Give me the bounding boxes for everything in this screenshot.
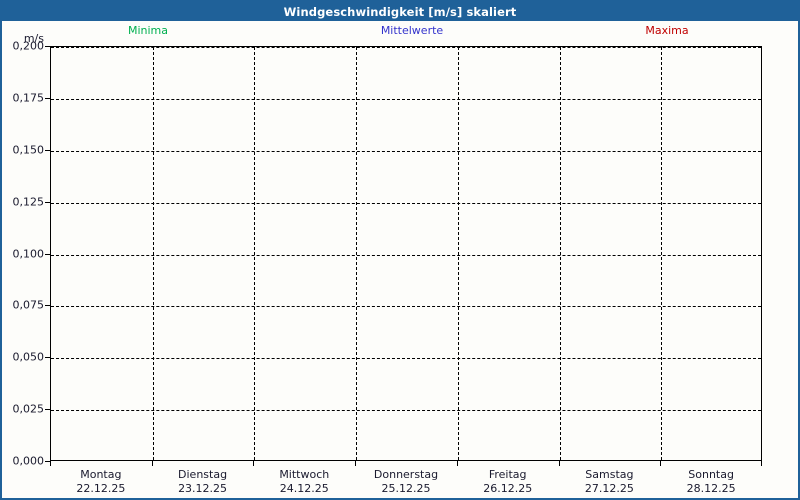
y-axis-tick-label: 0,050 bbox=[12, 350, 45, 364]
x-axis-day-name: Dienstag bbox=[178, 468, 228, 481]
y-axis-tick-mark bbox=[45, 201, 50, 203]
gridline-horizontal bbox=[51, 202, 761, 204]
x-axis-tick-mark bbox=[456, 461, 458, 466]
y-axis-tick-label: 0,100 bbox=[12, 247, 45, 260]
x-axis-tick-mark bbox=[355, 461, 357, 466]
y-axis: m/s 0,000 0,025 0,050 0,075 0,100 0,125 0,150 0… bbox=[2, 32, 50, 468]
x-axis-tick-mark bbox=[253, 461, 255, 466]
gridline-vertical bbox=[152, 47, 154, 460]
x-axis-date: 27.12.25 bbox=[584, 482, 634, 495]
x-axis-date: 25.12.25 bbox=[381, 482, 431, 495]
y-axis-tick-label: 0,075 bbox=[12, 298, 45, 312]
legend-label-minima: Minima bbox=[127, 24, 169, 37]
legend-item-minima: Minima bbox=[88, 24, 208, 37]
x-axis-tick-mark bbox=[151, 461, 153, 466]
x-axis-tick-mark bbox=[660, 461, 662, 466]
y-axis-tick-mark bbox=[45, 149, 50, 151]
x-axis-tick-mark bbox=[50, 461, 51, 466]
y-axis-tick-label: 0,025 bbox=[12, 402, 45, 416]
window-title-bar: Windgeschwindigkeit [m/s] skaliert bbox=[2, 2, 798, 21]
x-axis-tick-mark bbox=[761, 461, 762, 466]
y-axis-tick-mark bbox=[45, 46, 50, 47]
gridline-horizontal bbox=[51, 358, 761, 360]
gridline-vertical bbox=[356, 47, 358, 460]
y-axis-tick-label: 0,200 bbox=[12, 39, 45, 53]
gridline-horizontal bbox=[51, 98, 761, 100]
y-axis-tick-mark bbox=[45, 253, 50, 255]
gridline-vertical bbox=[661, 47, 663, 460]
plot-area bbox=[50, 46, 762, 461]
x-axis-day-name: Montag bbox=[80, 468, 122, 481]
chart-legend: Minima Mittelwerte Maxima bbox=[2, 24, 798, 40]
x-axis-date: 22.12.25 bbox=[76, 482, 126, 495]
gridline-vertical bbox=[559, 47, 561, 460]
x-axis-day-name: Mittwoch bbox=[279, 468, 330, 481]
x-axis-tick-mark bbox=[558, 461, 560, 466]
x-axis-label: Samstag 27.12.25 bbox=[559, 468, 661, 496]
x-axis-label: Mittwoch 24.12.25 bbox=[253, 468, 355, 496]
x-axis-day-name: Sonntag bbox=[688, 468, 734, 481]
gridline-vertical bbox=[254, 47, 256, 460]
legend-label-mittelwerte: Mittelwerte bbox=[380, 24, 444, 37]
x-axis-date: 28.12.25 bbox=[686, 482, 736, 495]
y-axis-tick-mark bbox=[45, 305, 50, 307]
gridline-horizontal bbox=[51, 254, 761, 256]
y-axis-tick-label: 0,175 bbox=[12, 91, 45, 105]
legend-item-mittelwerte: Mittelwerte bbox=[342, 24, 482, 37]
gridline-horizontal bbox=[51, 306, 761, 308]
gridline-horizontal bbox=[51, 150, 761, 152]
x-axis-date: 26.12.25 bbox=[483, 482, 533, 495]
y-axis-tick-label: 0,150 bbox=[12, 143, 45, 157]
x-axis-day-name: Freitag bbox=[488, 468, 527, 481]
x-axis-label: Donnerstag 25.12.25 bbox=[355, 468, 457, 496]
gridline-horizontal bbox=[51, 47, 761, 48]
x-axis-day-name: Samstag bbox=[585, 468, 634, 481]
y-axis-tick-label: 0,000 bbox=[12, 454, 45, 468]
x-axis-label: Freitag 26.12.25 bbox=[457, 468, 559, 496]
gridline-horizontal bbox=[51, 410, 761, 412]
gridline-vertical bbox=[457, 47, 459, 460]
y-axis-tick-mark bbox=[45, 97, 50, 99]
x-axis: Montag 22.12.25 Dienstag 23.12.25 Mittwoch 24… bbox=[50, 461, 762, 498]
legend-item-maxima: Maxima bbox=[612, 24, 722, 37]
y-axis-tick-mark bbox=[45, 409, 50, 411]
x-axis-label: Sonntag 28.12.25 bbox=[660, 468, 762, 496]
y-axis-tick-mark bbox=[45, 461, 50, 462]
x-axis-label: Montag 22.12.25 bbox=[50, 468, 152, 496]
grid-layer bbox=[51, 47, 761, 460]
x-axis-day-name: Donnerstag bbox=[373, 468, 439, 481]
x-axis-date: 23.12.25 bbox=[178, 482, 228, 495]
y-axis-tick-mark bbox=[45, 357, 50, 359]
x-axis-label: Dienstag 23.12.25 bbox=[152, 468, 254, 496]
page-title: Windgeschwindigkeit [m/s] skaliert bbox=[283, 4, 517, 19]
legend-label-maxima: Maxima bbox=[645, 24, 689, 37]
x-axis-date: 24.12.25 bbox=[279, 482, 329, 495]
y-axis-tick-label: 0,125 bbox=[12, 195, 45, 209]
y-axis-unit-label: m/s bbox=[23, 32, 44, 45]
